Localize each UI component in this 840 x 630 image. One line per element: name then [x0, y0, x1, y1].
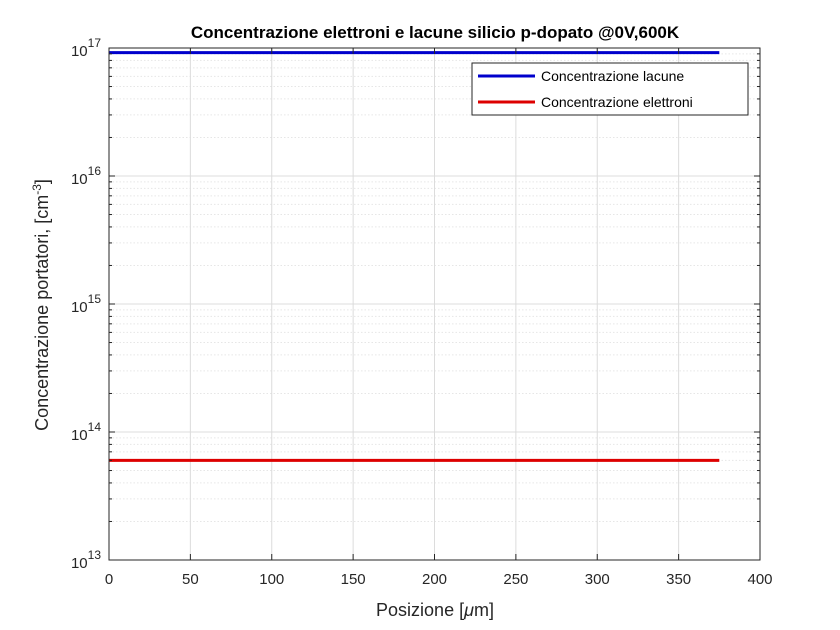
x-tick-label: 0 [105, 571, 113, 588]
series-lines [109, 51, 720, 462]
y-tick-labels: 1013 1014 1015 1016 1017 [71, 36, 101, 572]
y-tick-label: 1015 [71, 292, 101, 316]
legend-label-lacune: Concentrazione lacune [541, 68, 684, 84]
x-tick-label: 350 [666, 571, 691, 588]
x-axis-label-end: m] [474, 600, 494, 620]
x-tick-label: 150 [341, 571, 366, 588]
y-axis-label-exp: -3 [30, 184, 44, 195]
x-axis-label: Posizione [μm] [376, 600, 494, 620]
y-axis-label-end: ] [32, 179, 52, 184]
x-tick-label: 100 [259, 571, 284, 588]
x-tick-labels: 0 50 100 150 200 250 300 350 400 [105, 571, 773, 588]
x-axis-label-main: Posizione [ [376, 600, 464, 620]
x-tick-label: 200 [422, 571, 447, 588]
major-grid [109, 48, 760, 560]
x-tick-label: 250 [503, 571, 528, 588]
tick-marks [108, 47, 761, 561]
legend-label-elettroni: Concentrazione elettroni [541, 94, 693, 110]
y-tick-label: 1016 [71, 164, 101, 188]
y-tick-label: 1013 [71, 548, 101, 572]
y-tick-label: 1017 [71, 36, 101, 60]
x-tick-label: 300 [585, 571, 610, 588]
legend: Concentrazione lacune Concentrazione ele… [471, 62, 749, 116]
x-tick-label: 50 [182, 571, 199, 588]
y-axis-label: Concentrazione portatori, [cm-3] [30, 179, 52, 431]
y-axis-label-main: Concentrazione portatori, [cm [32, 195, 52, 431]
x-axis-label-mu: μ [463, 600, 474, 620]
legend-box [471, 62, 749, 116]
y-tick-label: 1014 [71, 420, 101, 444]
x-tick-label: 400 [747, 571, 772, 588]
chart-title: Concentrazione elettroni e lacune silici… [191, 23, 680, 42]
